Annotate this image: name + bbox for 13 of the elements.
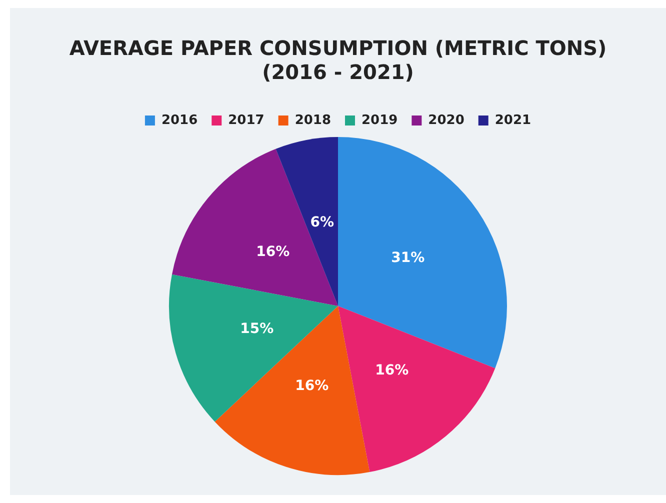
legend-label: 2020 (428, 112, 464, 128)
data-label: 31% (391, 250, 425, 266)
data-label: 16% (256, 244, 290, 260)
legend-label: 2019 (362, 112, 398, 128)
data-label: 16% (295, 378, 329, 394)
chart-title: AVERAGE PAPER CONSUMPTION (METRIC TONS) (2016 - 2021) (69, 36, 607, 84)
legend-label: 2016 (161, 112, 198, 128)
legend-label: 2018 (294, 112, 332, 128)
data-label: 15% (240, 321, 274, 338)
legend-label: 2017 (228, 112, 264, 128)
legend-label: 2021 (494, 112, 532, 128)
data-label: 16% (375, 362, 409, 379)
data-label: 6% (310, 214, 334, 231)
